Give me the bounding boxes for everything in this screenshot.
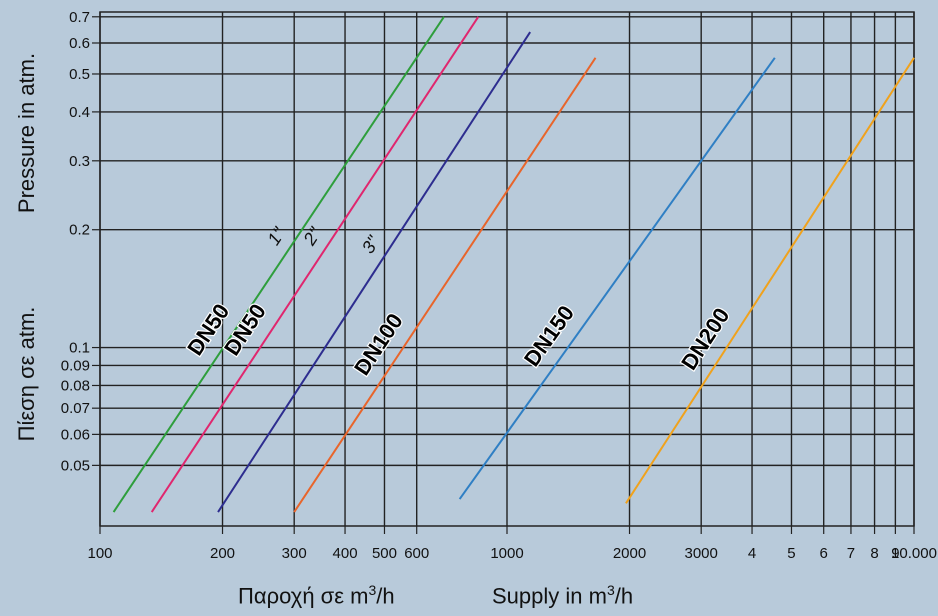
- x-tick-label: 100: [87, 545, 112, 562]
- x-tick-label: 6: [820, 545, 828, 562]
- y-tick-label: 0.5: [69, 66, 90, 83]
- x-tick-label: 1000: [490, 545, 523, 562]
- x-tick-label: 200: [210, 545, 235, 562]
- x-tick-label: 9: [891, 545, 899, 562]
- x-tick-label: 7: [847, 545, 855, 562]
- x-axis-label-english-suffix: /h: [614, 583, 634, 609]
- series-line: [458, 57, 776, 500]
- x-tick-label: 300: [282, 545, 307, 562]
- y-tick-label: 0.7: [69, 9, 90, 26]
- y-tick-label: 0.08: [61, 377, 90, 394]
- y-tick-label: 0.09: [61, 357, 90, 374]
- y-axis-label-greek: Πίεση σε atm.: [14, 306, 39, 442]
- series-line: [217, 31, 531, 513]
- x-tick-label: 8: [870, 545, 878, 562]
- grid: [99, 12, 915, 526]
- axis-ticks: 100 200 300 400 500 600 1000 2000 3000 4 5 6 7 8 910.0…: [61, 9, 937, 562]
- series-line: [112, 16, 445, 513]
- x-axis-label-greek-exponent: 3: [368, 582, 377, 598]
- y-axis-label-english: Pressure in atm.: [14, 52, 39, 214]
- x-tick-label: 600: [404, 545, 429, 562]
- y-tick-label: 0.1: [69, 340, 90, 357]
- series-line: [293, 57, 597, 513]
- y-tick-label: 0.6: [69, 35, 90, 52]
- y-tick-label: 0.06: [61, 426, 90, 443]
- y-tick-label: 0.3: [69, 153, 90, 170]
- y-tick-label: 0.4: [69, 104, 90, 121]
- x-tick-label: 4: [748, 545, 756, 562]
- y-tick-label: 0.05: [61, 457, 90, 474]
- x-tick-label: 400: [333, 545, 358, 562]
- x-tick-label: 2000: [613, 545, 646, 562]
- x-axis-label-greek-suffix: /h: [376, 583, 395, 609]
- x-tick-label: 500: [372, 545, 397, 562]
- x-axis-label-greek: Παροχή σε m3/h: [238, 582, 395, 609]
- x-axis-label-english: Supply in m3/h: [492, 582, 633, 609]
- x-axis-label-english-exponent: 3: [606, 582, 615, 598]
- series-line: [150, 16, 480, 513]
- x-tick-label: 10.000: [891, 545, 937, 562]
- y-tick-label: 0.2: [69, 222, 90, 239]
- x-axis-label-english-text: Supply in m: [492, 583, 607, 609]
- x-axis-label-greek-text: Παροχή σε m: [238, 583, 369, 609]
- x-tick-label: 3000: [685, 545, 718, 562]
- x-tick-label: 5: [787, 545, 795, 562]
- series-line: [625, 57, 915, 504]
- series-lines: [112, 16, 915, 513]
- y-tick-label: 0.07: [61, 400, 90, 417]
